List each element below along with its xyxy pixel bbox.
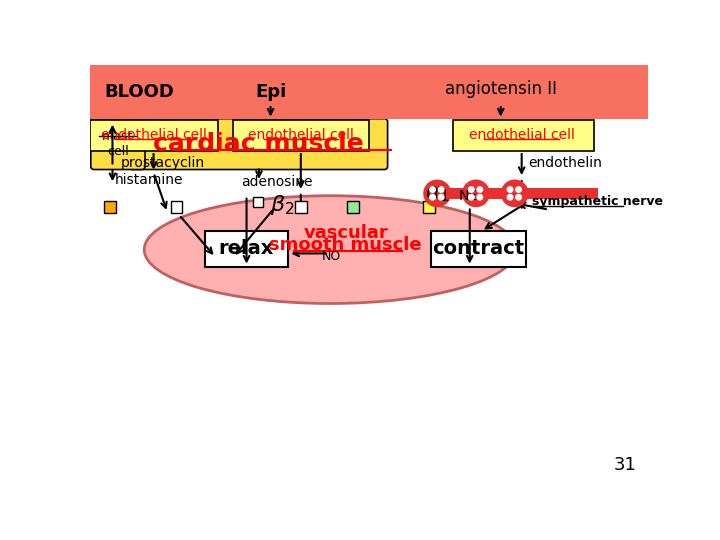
FancyBboxPatch shape <box>130 119 387 170</box>
Bar <box>253 197 263 207</box>
Bar <box>295 201 307 213</box>
Text: contract: contract <box>432 239 524 258</box>
Bar <box>453 120 594 151</box>
Text: Epi: Epi <box>255 83 287 101</box>
Bar <box>90 120 218 151</box>
Text: endothelial cell: endothelial cell <box>469 128 575 142</box>
Bar <box>104 201 116 213</box>
Text: adenosine: adenosine <box>241 175 312 189</box>
Circle shape <box>462 179 490 207</box>
Bar <box>435 188 598 199</box>
Text: endothelin: endothelin <box>528 156 602 170</box>
Text: cardiac muscle: cardiac muscle <box>153 132 364 156</box>
Circle shape <box>468 186 474 193</box>
Text: NE: NE <box>459 188 478 202</box>
Text: mast
cell: mast cell <box>102 130 133 158</box>
Circle shape <box>438 194 444 201</box>
Text: angiotensin II: angiotensin II <box>445 80 557 98</box>
Text: endothelial cell: endothelial cell <box>101 128 207 142</box>
Text: vascular: vascular <box>303 224 388 242</box>
Circle shape <box>423 179 451 207</box>
Bar <box>233 120 369 151</box>
Circle shape <box>477 194 483 201</box>
Circle shape <box>507 186 513 193</box>
Bar <box>204 231 289 267</box>
Bar <box>171 201 182 213</box>
Text: prostacyclin: prostacyclin <box>121 156 205 170</box>
Bar <box>431 231 526 267</box>
Circle shape <box>429 186 436 193</box>
Ellipse shape <box>144 195 516 303</box>
Text: sympathetic nerve: sympathetic nerve <box>532 195 662 208</box>
Circle shape <box>500 179 528 207</box>
Circle shape <box>438 186 444 193</box>
Text: NO: NO <box>322 250 341 263</box>
Bar <box>90 65 648 119</box>
Text: BLOOD: BLOOD <box>104 83 174 101</box>
Text: smooth muscle: smooth muscle <box>269 236 422 254</box>
FancyBboxPatch shape <box>91 119 145 170</box>
Text: endothelial cell: endothelial cell <box>248 128 354 142</box>
Circle shape <box>468 194 474 201</box>
Bar <box>423 201 435 213</box>
Text: histamine: histamine <box>114 173 184 187</box>
Circle shape <box>429 194 436 201</box>
Text: relax: relax <box>219 239 274 258</box>
Circle shape <box>477 186 483 193</box>
Text: 31: 31 <box>613 456 636 475</box>
Text: $\alpha_1$: $\alpha_1$ <box>425 184 450 204</box>
Circle shape <box>515 186 522 193</box>
Text: $\beta_2$: $\beta_2$ <box>270 193 294 217</box>
Circle shape <box>515 194 522 201</box>
Circle shape <box>507 194 513 201</box>
Bar <box>347 201 359 213</box>
